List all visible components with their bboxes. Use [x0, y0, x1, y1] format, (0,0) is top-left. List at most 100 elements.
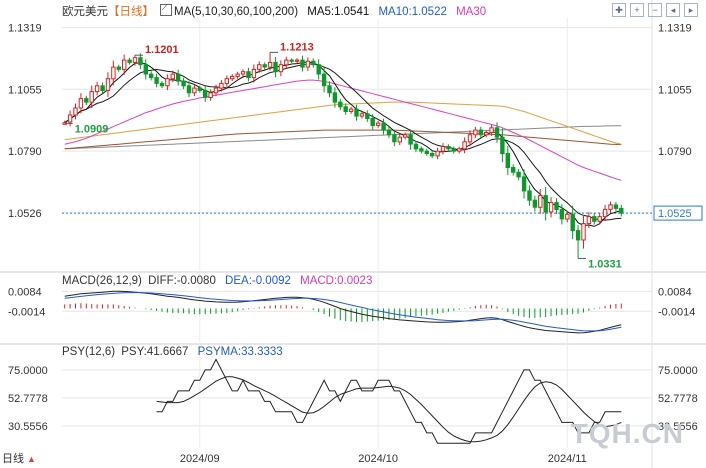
candle-down — [494, 127, 500, 138]
ma-params: MA(5,10,30,60,100,200) — [174, 6, 299, 18]
main-y-tick-left: 1.0790 — [8, 146, 42, 158]
scroll-right-icon[interactable]: ▸ — [684, 3, 698, 17]
candle-down — [446, 146, 451, 150]
psy-value: PSY:41.6667 — [121, 346, 189, 358]
candle-up — [484, 132, 489, 136]
candle-up — [94, 85, 100, 93]
candle-down — [273, 61, 278, 73]
candle-down — [300, 59, 305, 68]
candle-down — [100, 85, 105, 92]
candle-down — [500, 136, 505, 155]
candle-down — [338, 101, 343, 108]
candle-up — [122, 59, 127, 70]
price-annotations: 1.1201 1.1213 1.0909 1.0331 — [64, 41, 622, 270]
psy-y-tick-left: 52.7778 — [8, 393, 48, 405]
candle-up — [375, 122, 381, 126]
candle-up — [467, 134, 473, 143]
candle-down — [527, 190, 532, 201]
crosshair-icon[interactable]: ✚ — [612, 3, 626, 17]
candle-down — [592, 216, 597, 222]
candle-down — [127, 59, 132, 63]
candle-up — [89, 91, 94, 103]
zoom-in-icon[interactable]: + — [630, 3, 644, 17]
candle-down — [159, 82, 165, 87]
high-label: 1.1213 — [280, 41, 314, 53]
period-selector[interactable]: 日线 ▲ — [2, 450, 36, 466]
candle-down — [327, 85, 332, 94]
psy-y-tick-right: 75.0000 — [658, 365, 698, 377]
candle-up — [586, 216, 592, 225]
candle-up — [348, 108, 354, 112]
ma5-line — [64, 61, 622, 227]
period-dropdown-icon: ▲ — [27, 454, 36, 464]
x-tick-label: 2024/10 — [358, 453, 398, 465]
zoom-out-icon[interactable]: − — [648, 3, 662, 17]
main-y-tick-right: 1.1055 — [658, 84, 692, 96]
psyma-line — [156, 376, 622, 443]
candle-up — [230, 75, 235, 80]
low-label: 1.0331 — [588, 258, 622, 270]
period-selector-label: 日线 — [2, 453, 24, 465]
candle-down — [343, 106, 348, 113]
macd-hist-value: MACD:0.0023 — [300, 275, 373, 287]
candle-up — [73, 107, 78, 116]
main-y-tick-right: 1.1319 — [658, 23, 692, 35]
macd-y-tick-right: -0.0014 — [658, 306, 695, 318]
candle-down — [181, 80, 186, 87]
candle-down — [176, 73, 181, 82]
candle-up — [257, 64, 262, 70]
ma10-value: MA10:1.0522 — [378, 6, 447, 18]
candle-down — [511, 167, 516, 173]
candle-up — [165, 78, 170, 87]
candle-up — [565, 213, 570, 220]
candle-down — [154, 77, 159, 84]
ma-selector-arrow: ⟋ — [162, 3, 168, 12]
candle-down — [451, 148, 457, 152]
candle-down — [478, 129, 484, 136]
candle-up — [278, 64, 284, 73]
candle-up — [462, 141, 467, 150]
psy-params: PSY(12,6) — [62, 346, 116, 358]
ma-selector-icon[interactable]: ⟋ — [160, 3, 172, 16]
candle-up — [597, 216, 602, 222]
candle-down — [613, 204, 619, 209]
candle-up — [284, 59, 289, 66]
candle-up — [473, 129, 478, 136]
candle-down — [321, 73, 327, 87]
main-legend: 欧元美元【日线】 ⟋ MA(5,10,30,60,100,200) MA5:1.05… — [62, 3, 492, 19]
candle-down — [516, 171, 521, 178]
candle-up — [208, 92, 213, 99]
psy-y-tick-left: 75.0000 — [8, 365, 48, 377]
ma30-label: MA30 — [456, 6, 487, 18]
watermark: TQH.CN — [570, 418, 684, 449]
main-y-tick-left: 1.1319 — [8, 23, 42, 35]
candle-down — [408, 134, 413, 145]
candle-up — [435, 150, 440, 157]
candle-up — [397, 136, 403, 143]
candle-down — [370, 118, 375, 126]
candle-up — [602, 208, 608, 218]
candle-up — [359, 113, 365, 117]
scroll-left-icon[interactable]: ◂ — [666, 3, 680, 17]
macd-panel — [64, 290, 622, 334]
candle-up — [457, 148, 462, 152]
candle-down — [413, 143, 419, 150]
candle-up — [132, 57, 138, 63]
macd-y-tick-right: 0.0084 — [658, 286, 692, 298]
psy-panel — [156, 358, 622, 444]
low-label: 1.0909 — [75, 123, 109, 135]
toolbar: ✚ + − ◂ ▸ — [612, 3, 698, 17]
candle-up — [105, 78, 111, 91]
candle-down — [381, 122, 386, 131]
main-y-tick-left: 1.1055 — [8, 84, 42, 96]
candle-down — [521, 176, 527, 192]
ma5-value: MA5:1.0541 — [307, 6, 370, 18]
macd-y-tick-left: 0.0084 — [8, 286, 42, 298]
candle-down — [570, 213, 575, 232]
candle-up — [213, 87, 219, 94]
psyma-value: PSYMA:33.3333 — [197, 346, 283, 358]
candle-down — [149, 73, 154, 79]
psy-y-tick-left: 30.5556 — [8, 421, 48, 433]
candle-up — [489, 127, 494, 134]
x-tick-label: 2024/09 — [180, 453, 220, 465]
